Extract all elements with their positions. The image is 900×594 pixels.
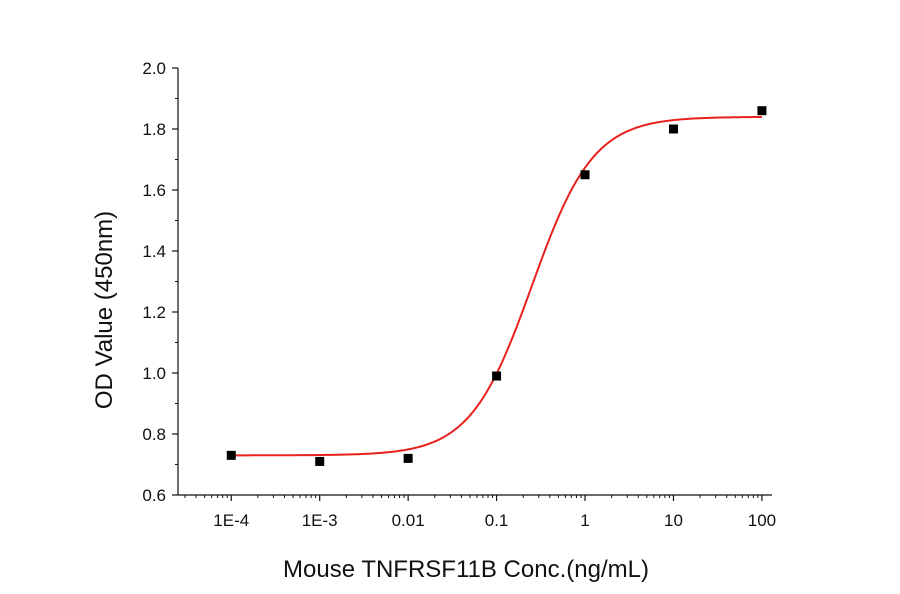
data-point [580,170,590,180]
data-point [226,450,236,460]
data-point [668,124,678,134]
axes [172,67,772,501]
data-point [403,453,413,463]
y-axis-title: OD Value (450nm) [91,211,118,409]
data-point [757,106,767,116]
y-tick-label: 1.6 [142,181,166,200]
data-point [492,371,502,381]
y-tick-label: 1.8 [142,120,166,139]
data-point [315,456,325,466]
data-points-layer [226,106,767,466]
fit-curve [231,115,762,457]
fit-curve-layer [231,115,762,457]
y-tick-label: 1.4 [142,242,166,261]
y-tick-label: 1.2 [142,303,166,322]
x-tick-label: 10 [664,511,683,530]
y-tick-label: 0.6 [142,486,166,505]
y-tick-label: 1.0 [142,364,166,383]
x-tick-label: 100 [748,511,776,530]
y-tick-label: 2.0 [142,59,166,78]
x-tick-label: 1E-3 [302,511,338,530]
x-tick-label: 0.1 [485,511,509,530]
tick-labels-layer: 0.6 0.8 1.0 1.2 1.4 1.6 1.8 2.0 1E-4 1E-3 0.01 0.1 1… [142,59,776,530]
y-tick-label: 0.8 [142,425,166,444]
x-tick-label: 0.01 [392,511,425,530]
x-tick-label: 1 [580,511,589,530]
x-axis-title: Mouse TNFRSF11B Conc.(ng/mL) [283,556,649,583]
x-tick-label: 1E-4 [213,511,249,530]
